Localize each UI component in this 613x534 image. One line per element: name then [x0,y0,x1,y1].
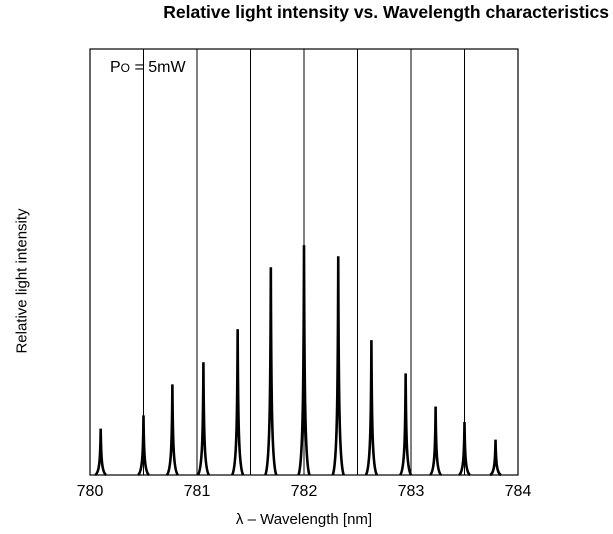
grid-lines [143,49,465,475]
peak-7 [331,256,345,476]
spectrum-peaks [94,245,502,477]
x-axis-label: λ – Wavelength [nm] [235,511,373,528]
chart-title: Relative light intensity vs. Wavelength … [163,2,609,22]
peak-12 [489,439,502,477]
peak-3 [196,362,211,476]
annotation-main: P [110,59,121,76]
x-tick-label: 782 [290,483,318,500]
peak-8 [364,340,379,476]
annotation-subscript: O [120,61,131,75]
power-annotation: PO = 5mW [110,59,186,77]
peak-10 [429,406,443,477]
peak-9 [399,373,413,476]
peak-6 [297,245,311,476]
peak-4 [230,329,245,476]
peak-2 [165,384,180,476]
peak-1 [136,415,151,477]
annotation-rest: = 5mW [130,59,186,76]
x-tick-label: 784 [504,483,532,500]
peak-5 [264,267,278,476]
peak-0 [94,428,108,477]
x-tick-label: 781 [183,483,211,500]
x-tick-label: 783 [397,483,425,500]
x-tick-label: 780 [76,483,104,500]
peak-11 [458,421,471,477]
